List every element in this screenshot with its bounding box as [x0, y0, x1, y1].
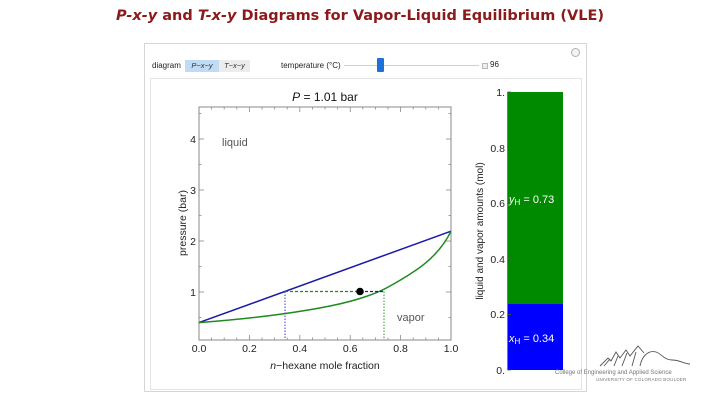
svg-text:0.4: 0.4 — [490, 254, 505, 266]
svg-text:0.2: 0.2 — [490, 309, 505, 321]
bar-y-ticks — [507, 91, 511, 371]
vapor-amount-bar — [508, 92, 563, 304]
liquid-amount-bar — [508, 304, 563, 370]
bubble-point-line — [198, 230, 452, 324]
x-axis-label: n−hexane mole fraction — [270, 360, 380, 372]
svg-text:0.: 0. — [496, 365, 505, 377]
plot-title: P = 1.01 bar — [292, 90, 358, 104]
page-title: P-x-y and T-x-y Diagrams for Vapor-Liqui… — [0, 8, 720, 24]
output-area — [150, 78, 582, 390]
temperature-slider-track[interactable] — [344, 65, 479, 66]
svg-text:3: 3 — [190, 185, 196, 197]
svg-text:0.6: 0.6 — [343, 343, 358, 355]
temperature-label: temperature (°C) — [281, 61, 341, 70]
y-tick-labels: 1 2 3 4 — [190, 134, 196, 299]
title-and: and — [157, 8, 198, 24]
vapor-region-label: vapor — [397, 312, 425, 324]
temperature-value: 96 — [490, 60, 499, 69]
title-rest: Diagrams for Vapor-Liquid Equilibrium (V… — [236, 8, 604, 24]
title-pxy: P-x-y — [116, 8, 158, 24]
system-point-locator[interactable] — [356, 287, 364, 296]
x-tick-labels: 0.0 0.2 0.4 0.6 0.8 1.0 — [192, 343, 459, 355]
svg-text:0.8: 0.8 — [393, 343, 408, 355]
svg-text:1.0: 1.0 — [444, 343, 459, 355]
tab-txy[interactable]: T−x−y — [219, 60, 250, 72]
svg-text:4: 4 — [190, 134, 196, 146]
expand-slider-icon[interactable] — [482, 63, 488, 69]
vapor-composition-label: yH = 0.73 — [508, 194, 554, 207]
x-ticks — [198, 107, 452, 340]
bar-y-axis-label: liquid and vapor amounts (mol) — [475, 162, 486, 299]
title-txy: T-x-y — [197, 8, 237, 24]
y-axis-label: pressure (bar) — [177, 190, 189, 256]
university-name: UNIVERSITY OF COLORADO BOULDER — [596, 377, 687, 382]
liquid-region-label: liquid — [222, 137, 248, 149]
svg-text:0.4: 0.4 — [292, 343, 307, 355]
flatirons-logo-icon — [599, 345, 691, 367]
diagram-label: diagram — [152, 61, 181, 70]
y-ticks — [199, 113, 451, 318]
temperature-slider-thumb[interactable] — [377, 58, 384, 72]
svg-text:0.6: 0.6 — [490, 198, 505, 210]
svg-text:1.: 1. — [496, 87, 505, 99]
svg-text:0.0: 0.0 — [192, 343, 207, 355]
svg-text:0.2: 0.2 — [242, 343, 257, 355]
college-name: College of Engineering and Applied Scien… — [555, 370, 672, 376]
svg-text:2: 2 — [190, 236, 196, 248]
svg-text:0.8: 0.8 — [490, 143, 505, 155]
svg-text:1: 1 — [190, 287, 196, 299]
bar-y-tick-labels: 0. 0.2 0.4 0.6 0.8 1. — [490, 87, 505, 377]
tab-pxy[interactable]: P−x−y — [185, 60, 219, 72]
dew-point-curve — [198, 230, 452, 324]
liquid-composition-label: xH = 0.34 — [508, 333, 554, 346]
panel-options-icon[interactable] — [571, 48, 580, 57]
